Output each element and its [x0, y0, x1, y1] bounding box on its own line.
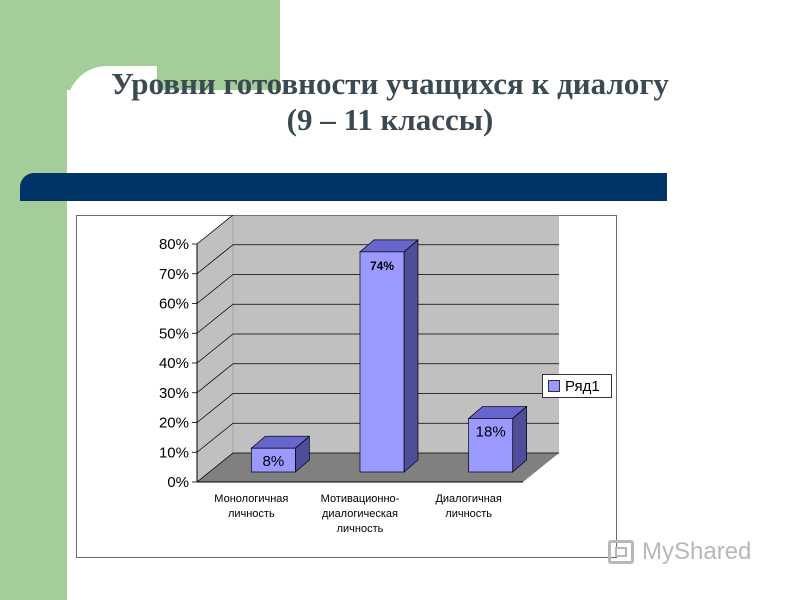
slide-title: Уровни готовности учащихся к диалогу (9 … [70, 66, 710, 138]
gridline [196, 422, 559, 453]
gridline [196, 393, 559, 423]
title-line-1: Уровни готовности учащихся к диалогу [111, 66, 669, 101]
bar [359, 251, 405, 473]
chart-legend: Ряд1 [542, 374, 612, 398]
y-tick-label: 80% [159, 236, 189, 253]
x-category-label: личность [337, 523, 384, 535]
y-tick-label: 20% [159, 415, 189, 432]
gridline [196, 333, 559, 364]
bar [250, 447, 296, 473]
legend-swatch [548, 380, 560, 392]
x-category-label: Диалогичная [435, 493, 501, 505]
gridline [196, 452, 559, 483]
y-tick-label: 70% [159, 266, 189, 283]
legend-label: Ряд1 [565, 377, 600, 395]
x-category-label: Мотивационно- [321, 493, 400, 505]
navy-divider-notch [20, 187, 55, 201]
bar-side [403, 239, 419, 473]
data-label: 18% [476, 423, 506, 440]
bar [468, 418, 514, 473]
data-label: 8% [262, 453, 284, 470]
data-label: 74% [370, 259, 394, 273]
y-tick-label: 50% [159, 325, 189, 342]
content-corner [67, 66, 157, 156]
watermark-text: MyShared [642, 538, 752, 565]
y-tick-label: 40% [159, 355, 189, 372]
gridline [196, 215, 559, 245]
gridline [196, 244, 559, 275]
x-category-label: личность [445, 508, 492, 520]
gridline [196, 274, 559, 304]
bar-chart: 0% 10% 20% 30% 40% 50% 60% 70% 80% 8% Монологичная… [159, 215, 559, 535]
gridline [196, 363, 559, 394]
presentation-icon [608, 540, 634, 564]
x-category-label: диалогическая [322, 508, 398, 520]
y-tick-label: 60% [159, 296, 189, 313]
title-line-2: (9 – 11 классы) [286, 102, 494, 137]
navy-divider-bar [20, 173, 667, 201]
y-tick-label: 30% [159, 385, 189, 402]
y-tick-label: 10% [159, 444, 189, 461]
left-green-band [0, 0, 67, 600]
x-category-label: Монологичная [214, 493, 288, 505]
watermark: MyShared [608, 538, 751, 566]
x-category-label: личность [228, 508, 275, 520]
gridline [196, 303, 559, 334]
y-tick-label: 0% [167, 474, 189, 491]
